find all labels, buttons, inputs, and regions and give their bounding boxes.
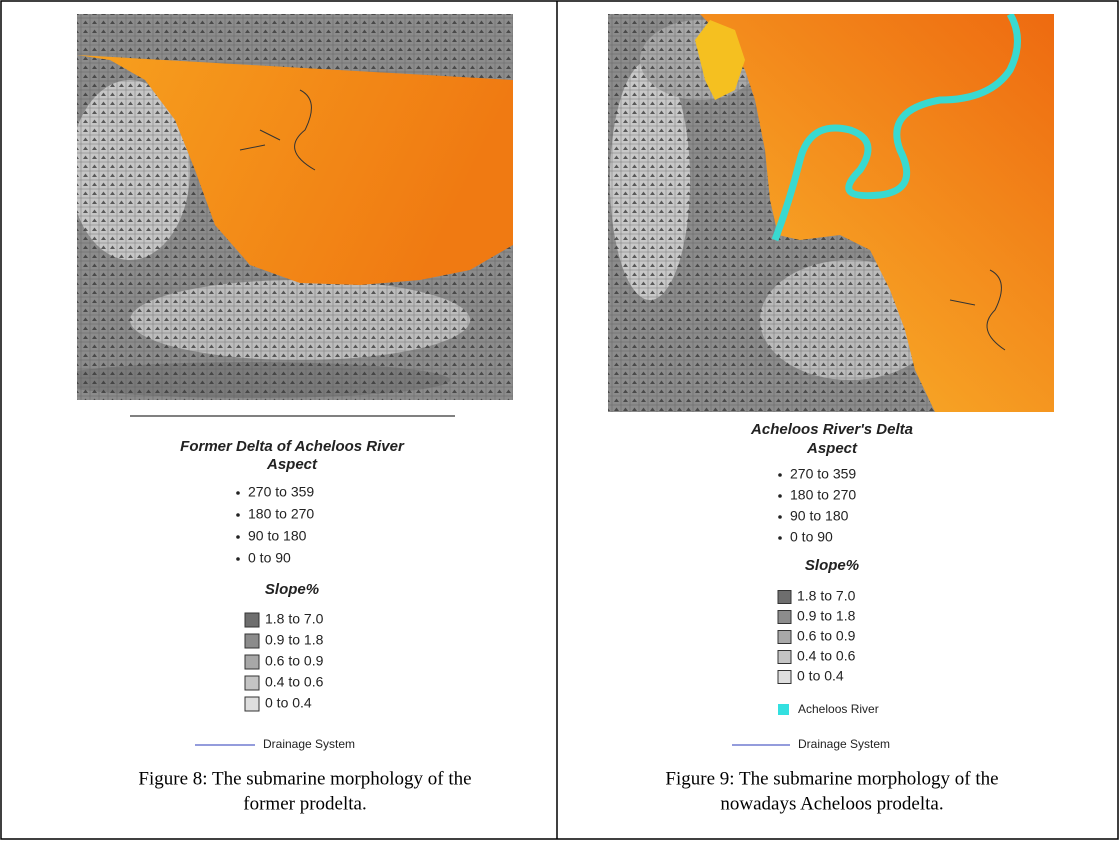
slope-label: 0.6 to 0.9 (265, 653, 324, 669)
legend-title: Former Delta of Acheloos River (180, 438, 405, 455)
caption-line: Figure 8: The submarine morphology of th… (138, 768, 471, 789)
slope-title: Slope% (265, 581, 319, 598)
drainage-label: Drainage System (798, 737, 890, 751)
slope-title: Slope% (805, 557, 859, 574)
slope-label: 0.9 to 1.8 (797, 608, 856, 624)
caption-line: nowadays Acheloos prodelta. (720, 793, 943, 814)
aspect-symbol (778, 515, 782, 519)
slope-swatch (777, 630, 792, 644)
aspect-symbol (778, 536, 782, 540)
aspect-label: 180 to 270 (248, 506, 314, 522)
aspect-title: Aspect (806, 440, 858, 457)
aspect-label: 90 to 180 (248, 528, 307, 544)
aspect-symbol (236, 513, 240, 517)
slope-label: 0.4 to 0.6 (797, 648, 856, 664)
slope-label: 1.8 to 7.0 (265, 611, 324, 627)
slope-swatch (244, 612, 260, 628)
river-swatch (778, 704, 789, 715)
slope-swatch (777, 670, 792, 684)
aspect-symbol (778, 473, 782, 477)
aspect-label: 90 to 180 (790, 508, 849, 524)
slope-swatch (777, 650, 792, 664)
map-acheloos-delta (608, 14, 1054, 412)
slope-label: 0.9 to 1.8 (265, 632, 324, 648)
slope-swatch (777, 590, 792, 604)
aspect-label: 0 to 90 (790, 529, 833, 545)
caption-line: Figure 9: The submarine morphology of th… (665, 768, 998, 789)
aspect-label: 270 to 359 (248, 484, 314, 500)
aspect-label: 270 to 359 (790, 466, 856, 482)
aspect-symbol (236, 535, 240, 539)
aspect-label: 180 to 270 (790, 487, 856, 503)
slope-label: 0 to 0.4 (797, 668, 844, 684)
aspect-label: 0 to 90 (248, 550, 291, 566)
aspect-title: Aspect (266, 456, 318, 473)
aspect-symbol (236, 491, 240, 495)
slope-swatch (777, 610, 792, 624)
slope-label: 0.6 to 0.9 (797, 628, 856, 644)
slope-swatch (244, 696, 260, 712)
slope-swatch (244, 633, 260, 649)
slope-label: 1.8 to 7.0 (797, 588, 856, 604)
slope-label: 0 to 0.4 (265, 695, 312, 711)
aspect-symbol (236, 557, 240, 561)
slope-label: 0.4 to 0.6 (265, 674, 324, 690)
drainage-label: Drainage System (263, 737, 355, 751)
aspect-symbol (778, 494, 782, 498)
slope-swatch (244, 675, 260, 691)
map-former-delta (77, 14, 513, 400)
caption-line: former prodelta. (243, 793, 366, 814)
river-label: Acheloos River (798, 702, 879, 716)
slope-swatch (244, 654, 260, 670)
legend-title: Acheloos River's Delta (750, 421, 913, 438)
